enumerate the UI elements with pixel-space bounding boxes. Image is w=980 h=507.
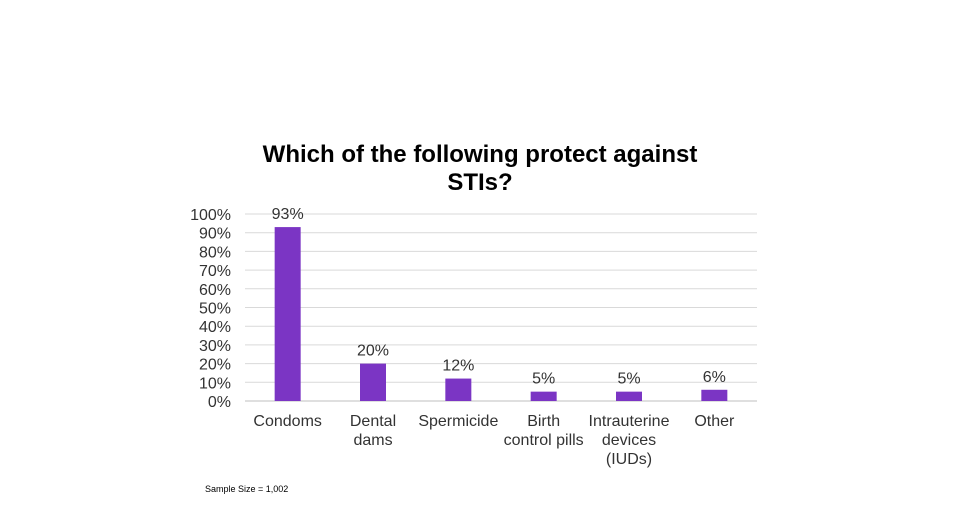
bar [701,389,728,401]
category-label: Spermicide [418,413,498,430]
y-tick-label: 90% [199,226,231,243]
category-label-line: dams [353,432,392,449]
data-label: 5% [617,371,640,388]
category-label-line: Spermicide [418,413,498,430]
category-label-line: Dental [350,413,396,430]
category-label-line: devices [602,432,656,449]
y-tick-label: 0% [208,394,231,411]
y-tick-label: 30% [199,338,231,355]
bar [530,391,557,401]
y-tick-label: 50% [199,301,231,318]
y-tick-label: 70% [199,263,231,280]
category-label-line: Intrauterine [589,413,670,430]
category-label: Condoms [253,413,321,430]
category-label: Dental dams [350,413,396,449]
data-label: 93% [272,206,304,223]
y-tick-label: 60% [199,282,231,299]
bar [616,391,642,401]
data-label: 6% [703,369,726,386]
bar [360,363,386,401]
chart-title: Which of the following protect against S… [180,141,780,197]
category-label-line: Birth [527,413,560,430]
category-label: Birth control pills [504,413,584,449]
bar [445,378,472,401]
chart-title-line-1: Which of the following protect against [262,141,698,168]
chart-title-line-2: STIs? [447,169,513,196]
category-label: Intrauterine devices (IUDs) [589,413,670,468]
y-tick-label: 80% [199,244,231,261]
data-label: 5% [532,371,555,388]
category-label-line: Condoms [253,413,321,430]
category-label-line: (IUDs) [606,451,652,468]
y-tick-label: 40% [199,319,231,336]
y-tick-label: 10% [199,375,231,392]
category-label-line: control pills [504,432,584,449]
y-tick-label: 100% [190,207,231,224]
sample-size-note: Sample Size = 1,002 [205,484,289,494]
category-label: Other [694,413,735,430]
bar [274,227,301,401]
data-label: 20% [357,343,389,360]
category-label-line: Other [694,413,735,430]
y-tick-label: 20% [199,357,231,374]
data-label: 12% [442,358,474,375]
